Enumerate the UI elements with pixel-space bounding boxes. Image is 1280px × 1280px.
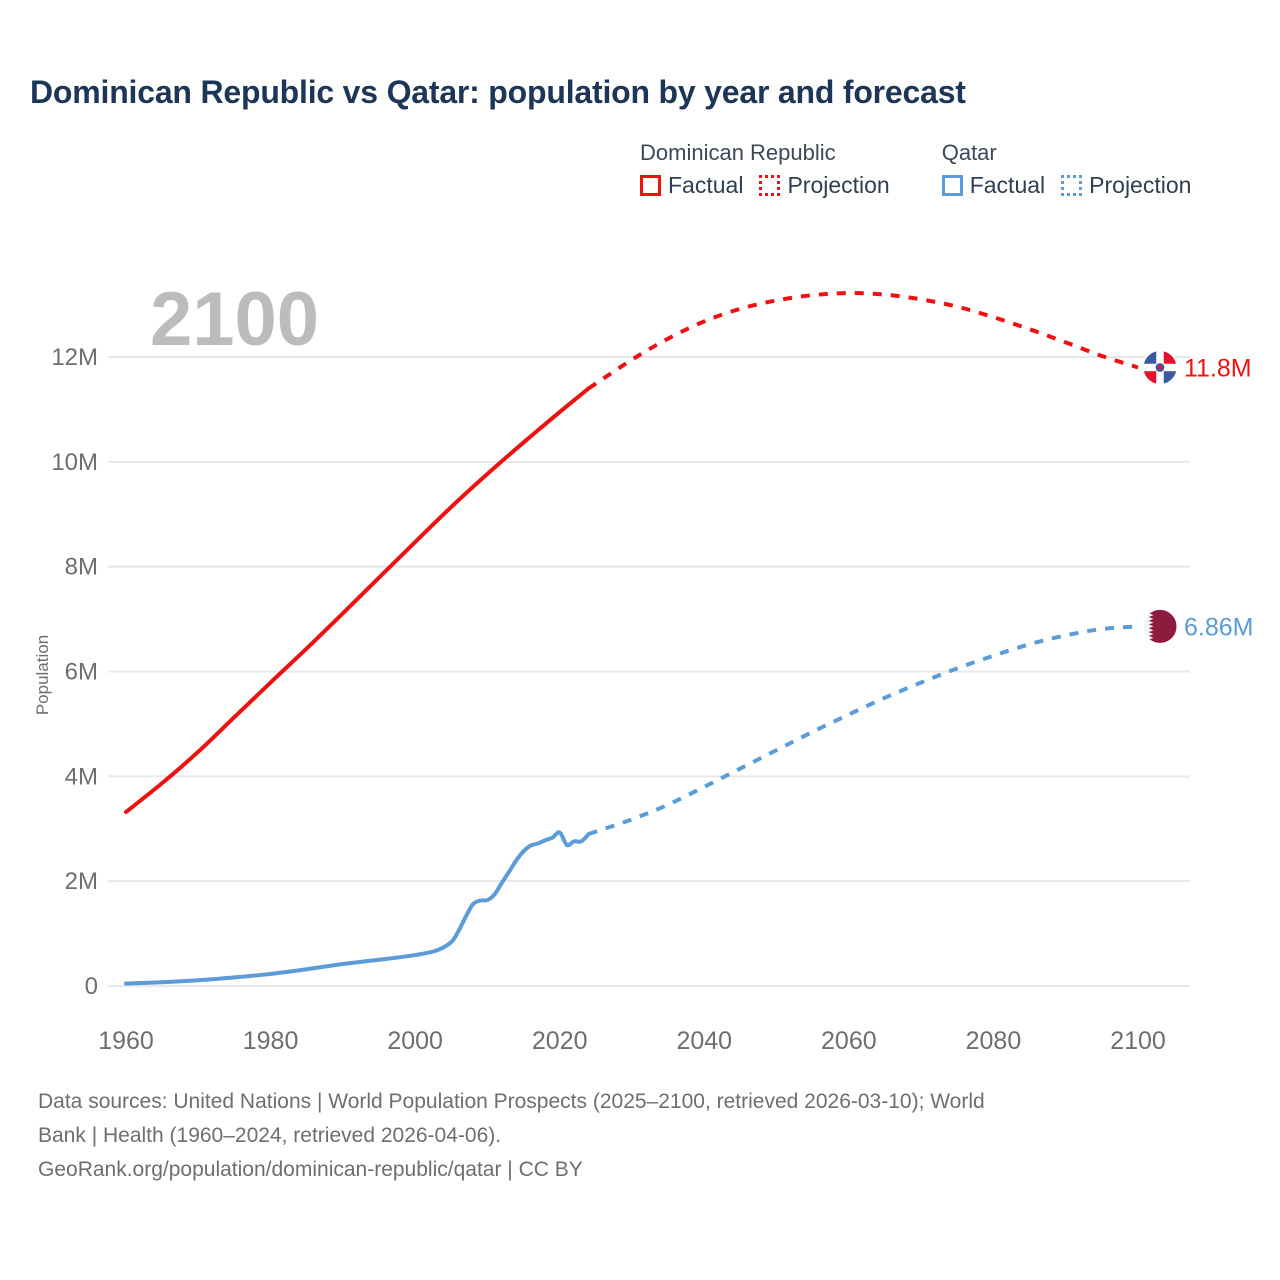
legend-swatch-dotted bbox=[759, 175, 781, 196]
series-lines bbox=[124, 291, 1139, 986]
legend-swatch-dotted bbox=[1061, 175, 1083, 196]
x-tick-label: 1960 bbox=[98, 1027, 154, 1055]
legend-group-qatar: Qatar Factual Projection bbox=[941, 140, 1191, 199]
y-tick-label: 6M bbox=[65, 659, 98, 686]
year-watermark: 2100 bbox=[150, 277, 319, 362]
x-tick-label: 2060 bbox=[821, 1027, 877, 1055]
legend-item-label: Projection bbox=[787, 172, 890, 198]
gridlines bbox=[108, 356, 1190, 987]
x-axis-ticks: 1960 1980 2000 2020 2040 2060 2080 2100 bbox=[98, 1027, 1166, 1055]
dominican-republic-flag-icon bbox=[1142, 349, 1178, 385]
y-tick-label: 10M bbox=[51, 449, 98, 476]
footer-line: Bank | Health (1960–2024, retrieved 2026… bbox=[38, 1124, 502, 1147]
series-line-factual-qatar bbox=[124, 830, 591, 986]
legend-item-projection[interactable]: Projection bbox=[1061, 172, 1191, 199]
legend-item-label: Factual bbox=[969, 172, 1046, 198]
footer-line: GeoRank.org/population/dominican-republi… bbox=[38, 1158, 583, 1181]
legend-items: Factual Projection bbox=[640, 172, 890, 199]
footer-line: Data sources: United Nations | World Pop… bbox=[38, 1090, 985, 1113]
legend-swatch-solid bbox=[941, 175, 963, 196]
x-tick-label: 1980 bbox=[243, 1027, 299, 1055]
series-end-label-qatar: 6.86M bbox=[1184, 613, 1253, 641]
legend-swatch-solid bbox=[640, 175, 661, 196]
y-tick-label: 2M bbox=[65, 868, 98, 895]
x-tick-label: 2020 bbox=[532, 1027, 588, 1055]
y-axis-ticks: 0 2M 4M 6M 8M 10M 12M bbox=[51, 344, 98, 1000]
legend-group-title: Qatar bbox=[941, 140, 997, 165]
y-tick-label: 0 bbox=[85, 973, 98, 1000]
qatar-flag-icon bbox=[1142, 608, 1178, 644]
y-tick-label: 8M bbox=[65, 554, 98, 581]
page-title: Dominican Republic vs Qatar: population … bbox=[30, 74, 966, 110]
legend-group-dominican-republic: Dominican Republic Factual Projection bbox=[640, 140, 890, 199]
legend-item-label: Projection bbox=[1089, 172, 1192, 198]
chart-legend: Dominican Republic Factual Projection Qatar… bbox=[640, 140, 1191, 199]
legend-item-factual[interactable]: Factual bbox=[640, 172, 743, 199]
legend-item-projection[interactable]: Projection bbox=[759, 172, 890, 199]
series-end-markers: 11.8M 6.86M bbox=[1142, 349, 1253, 644]
legend-group-title: Dominican Republic bbox=[640, 140, 836, 165]
y-tick-label: 12M bbox=[51, 344, 98, 371]
legend-item-factual[interactable]: Factual bbox=[941, 172, 1046, 199]
series-line-projection-qatar bbox=[587, 624, 1139, 836]
footer-sources: Data sources: United Nations | World Pop… bbox=[38, 1085, 1248, 1187]
legend-item-label: Factual bbox=[668, 172, 744, 198]
plot-area: 0 2M 4M 6M 8M 10M 12M 1960 1980 2000 2020 2040 2060… bbox=[0, 240, 1280, 1070]
series-line-factual-dominican-republic bbox=[124, 386, 591, 814]
x-tick-label: 2080 bbox=[966, 1027, 1022, 1055]
population-line-chart: 0 2M 4M 6M 8M 10M 12M 1960 1980 2000 2020 2040 2060… bbox=[33, 277, 1253, 1055]
x-tick-label: 2100 bbox=[1110, 1027, 1166, 1055]
series-end-label-dominican-republic: 11.8M bbox=[1184, 354, 1252, 382]
series-line-projection-dominican-republic bbox=[587, 291, 1139, 391]
y-axis-label: Population bbox=[33, 635, 52, 715]
y-tick-label: 4M bbox=[65, 763, 98, 790]
legend-items: Factual Projection bbox=[941, 172, 1191, 199]
x-tick-label: 2040 bbox=[676, 1027, 732, 1055]
x-tick-label: 2000 bbox=[387, 1027, 443, 1055]
